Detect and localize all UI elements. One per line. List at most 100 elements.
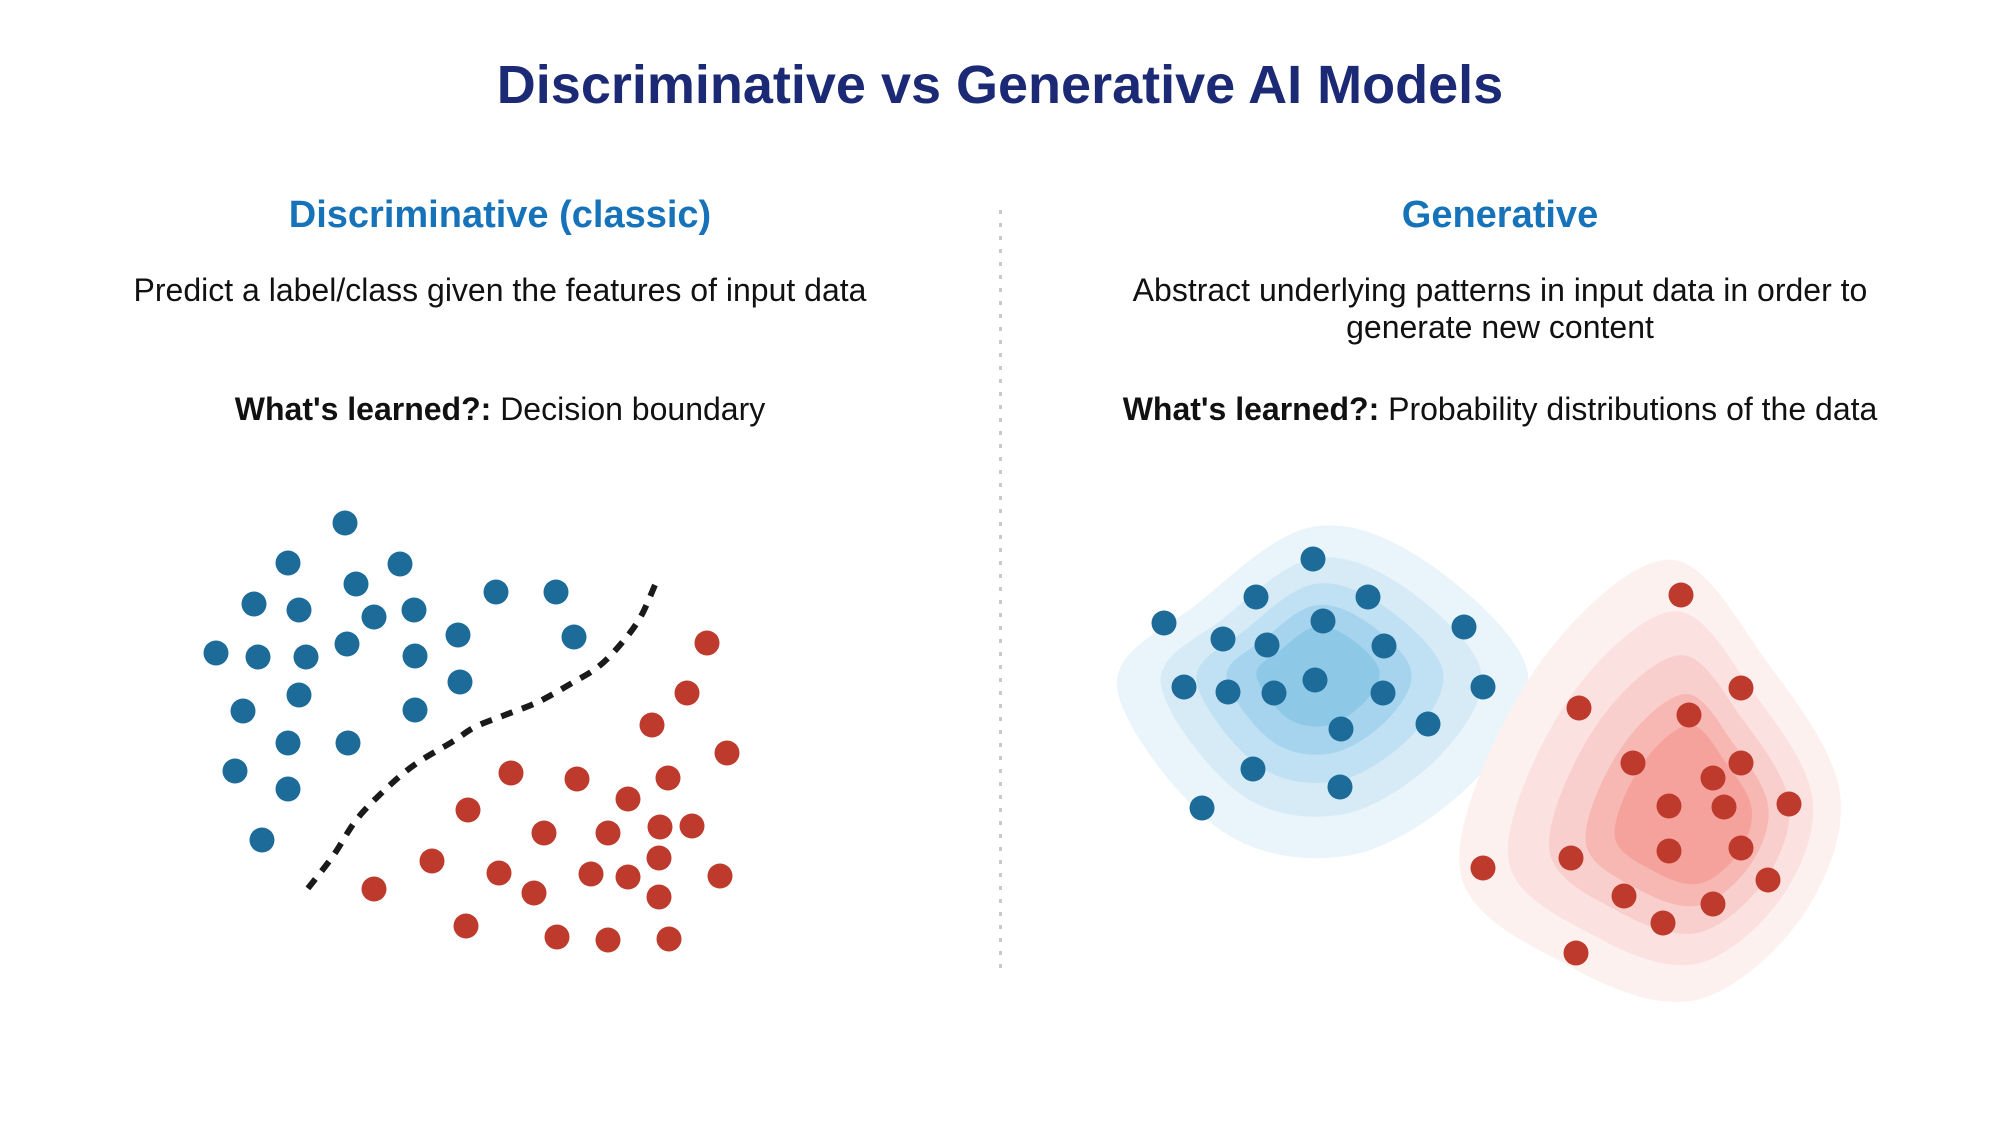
- red-distribution-point: [1558, 845, 1584, 871]
- class-blue-point: [203, 640, 229, 666]
- class-red-point: [498, 760, 524, 786]
- red-distribution-point: [1728, 675, 1754, 701]
- blue-distribution-point: [1243, 584, 1269, 610]
- red-distribution-point: [1728, 750, 1754, 776]
- blue-distribution-point: [1240, 756, 1266, 782]
- class-blue-point: [293, 644, 319, 670]
- class-blue-point: [402, 697, 428, 723]
- class-blue-point: [361, 604, 387, 630]
- blue-distribution-point: [1451, 614, 1477, 640]
- red-distribution-point: [1656, 838, 1682, 864]
- blue-distribution-point: [1189, 795, 1215, 821]
- red-distribution-point: [1755, 867, 1781, 893]
- class-red-point: [531, 820, 557, 846]
- class-blue-point: [447, 669, 473, 695]
- class-blue-point: [343, 571, 369, 597]
- class-blue-point: [401, 597, 427, 623]
- red-distribution-point: [1650, 910, 1676, 936]
- generative-heading: Generative: [1401, 194, 1599, 236]
- class-blue-point: [241, 591, 267, 617]
- red-distribution-point: [1620, 750, 1646, 776]
- class-blue-point: [387, 551, 413, 577]
- class-blue-point: [286, 682, 312, 708]
- class-red-point: [419, 848, 445, 874]
- blue-distribution-point: [1310, 608, 1336, 634]
- red-distribution-point: [1700, 765, 1726, 791]
- class-blue-point: [402, 643, 428, 669]
- class-red-point: [655, 765, 681, 791]
- class-red-point: [694, 630, 720, 656]
- generative-learned-line: What's learned?: Probability distributio…: [1000, 391, 2000, 427]
- class-red-point: [646, 884, 672, 910]
- discriminative-scatter-plot: [203, 510, 740, 953]
- class-blue-point: [275, 776, 301, 802]
- generative-density-plot: [1116, 525, 1842, 1003]
- class-red-point: [595, 820, 621, 846]
- class-blue-point: [335, 730, 361, 756]
- class-blue-point: [543, 579, 569, 605]
- learned-label: What's learned?:: [1122, 391, 1380, 427]
- class-red-point: [615, 786, 641, 812]
- red-distribution-point: [1776, 791, 1802, 817]
- blue-distribution-point: [1327, 774, 1353, 800]
- blue-distribution-point: [1415, 711, 1441, 737]
- red-distribution-point: [1470, 855, 1496, 881]
- red-distribution-point: [1676, 702, 1702, 728]
- red-distribution-contour-5: [1614, 724, 1753, 885]
- red-distribution-point: [1700, 891, 1726, 917]
- class-red-point: [639, 712, 665, 738]
- learned-value: Decision boundary: [491, 391, 766, 427]
- class-red-point: [544, 924, 570, 950]
- blue-distribution-point: [1371, 633, 1397, 659]
- red-distribution-point: [1668, 582, 1694, 608]
- blue-distribution-point: [1261, 680, 1287, 706]
- red-distribution-point: [1566, 695, 1592, 721]
- class-red-point: [486, 860, 512, 886]
- class-red-point: [578, 861, 604, 887]
- class-blue-point: [334, 631, 360, 657]
- class-red-point: [674, 680, 700, 706]
- discriminative-learned-line: What's learned?: Decision boundary: [0, 391, 1000, 427]
- blue-distribution-point: [1254, 632, 1280, 658]
- blue-distribution-point: [1151, 610, 1177, 636]
- class-red-point: [455, 797, 481, 823]
- class-red-point: [615, 864, 641, 890]
- class-blue-point: [332, 510, 358, 536]
- blue-distribution-point: [1210, 626, 1236, 652]
- red-distribution-point: [1711, 794, 1737, 820]
- page-title: Discriminative vs Generative AI Models: [496, 55, 1504, 115]
- class-blue-point: [445, 622, 471, 648]
- class-red-point: [707, 863, 733, 889]
- class-red-point: [679, 813, 705, 839]
- class-red-point: [453, 913, 479, 939]
- class-red-point: [521, 880, 547, 906]
- blue-distribution-point: [1370, 680, 1396, 706]
- discriminative-description: Predict a label/class given the features…: [133, 272, 867, 308]
- class-red-point: [646, 845, 672, 871]
- learned-value: Probability distributions of the data: [1379, 391, 1878, 427]
- red-distribution-point: [1563, 940, 1589, 966]
- class-blue-point: [275, 730, 301, 756]
- class-blue-point: [275, 550, 301, 576]
- class-red-point: [656, 926, 682, 952]
- red-distribution-point: [1611, 883, 1637, 909]
- class-blue-point: [483, 579, 509, 605]
- blue-distribution-point: [1328, 716, 1354, 742]
- blue-distribution-point: [1355, 584, 1381, 610]
- class-red-point: [361, 876, 387, 902]
- blue-distribution-point: [1300, 546, 1326, 572]
- class-red-point: [714, 740, 740, 766]
- class-blue-point: [230, 698, 256, 724]
- class-red-point: [564, 766, 590, 792]
- vertical-dotted-divider: [999, 210, 1002, 972]
- blue-distribution-point: [1470, 674, 1496, 700]
- discriminative-heading: Discriminative (classic): [288, 194, 712, 236]
- class-blue-point: [245, 644, 271, 670]
- class-blue-point: [222, 758, 248, 784]
- class-blue-point: [286, 597, 312, 623]
- decision-boundary-line: [302, 583, 658, 894]
- red-distribution-point: [1656, 793, 1682, 819]
- learned-label: What's learned?:: [234, 391, 492, 427]
- generative-description: Abstract underlying patterns in input da…: [1132, 272, 1868, 345]
